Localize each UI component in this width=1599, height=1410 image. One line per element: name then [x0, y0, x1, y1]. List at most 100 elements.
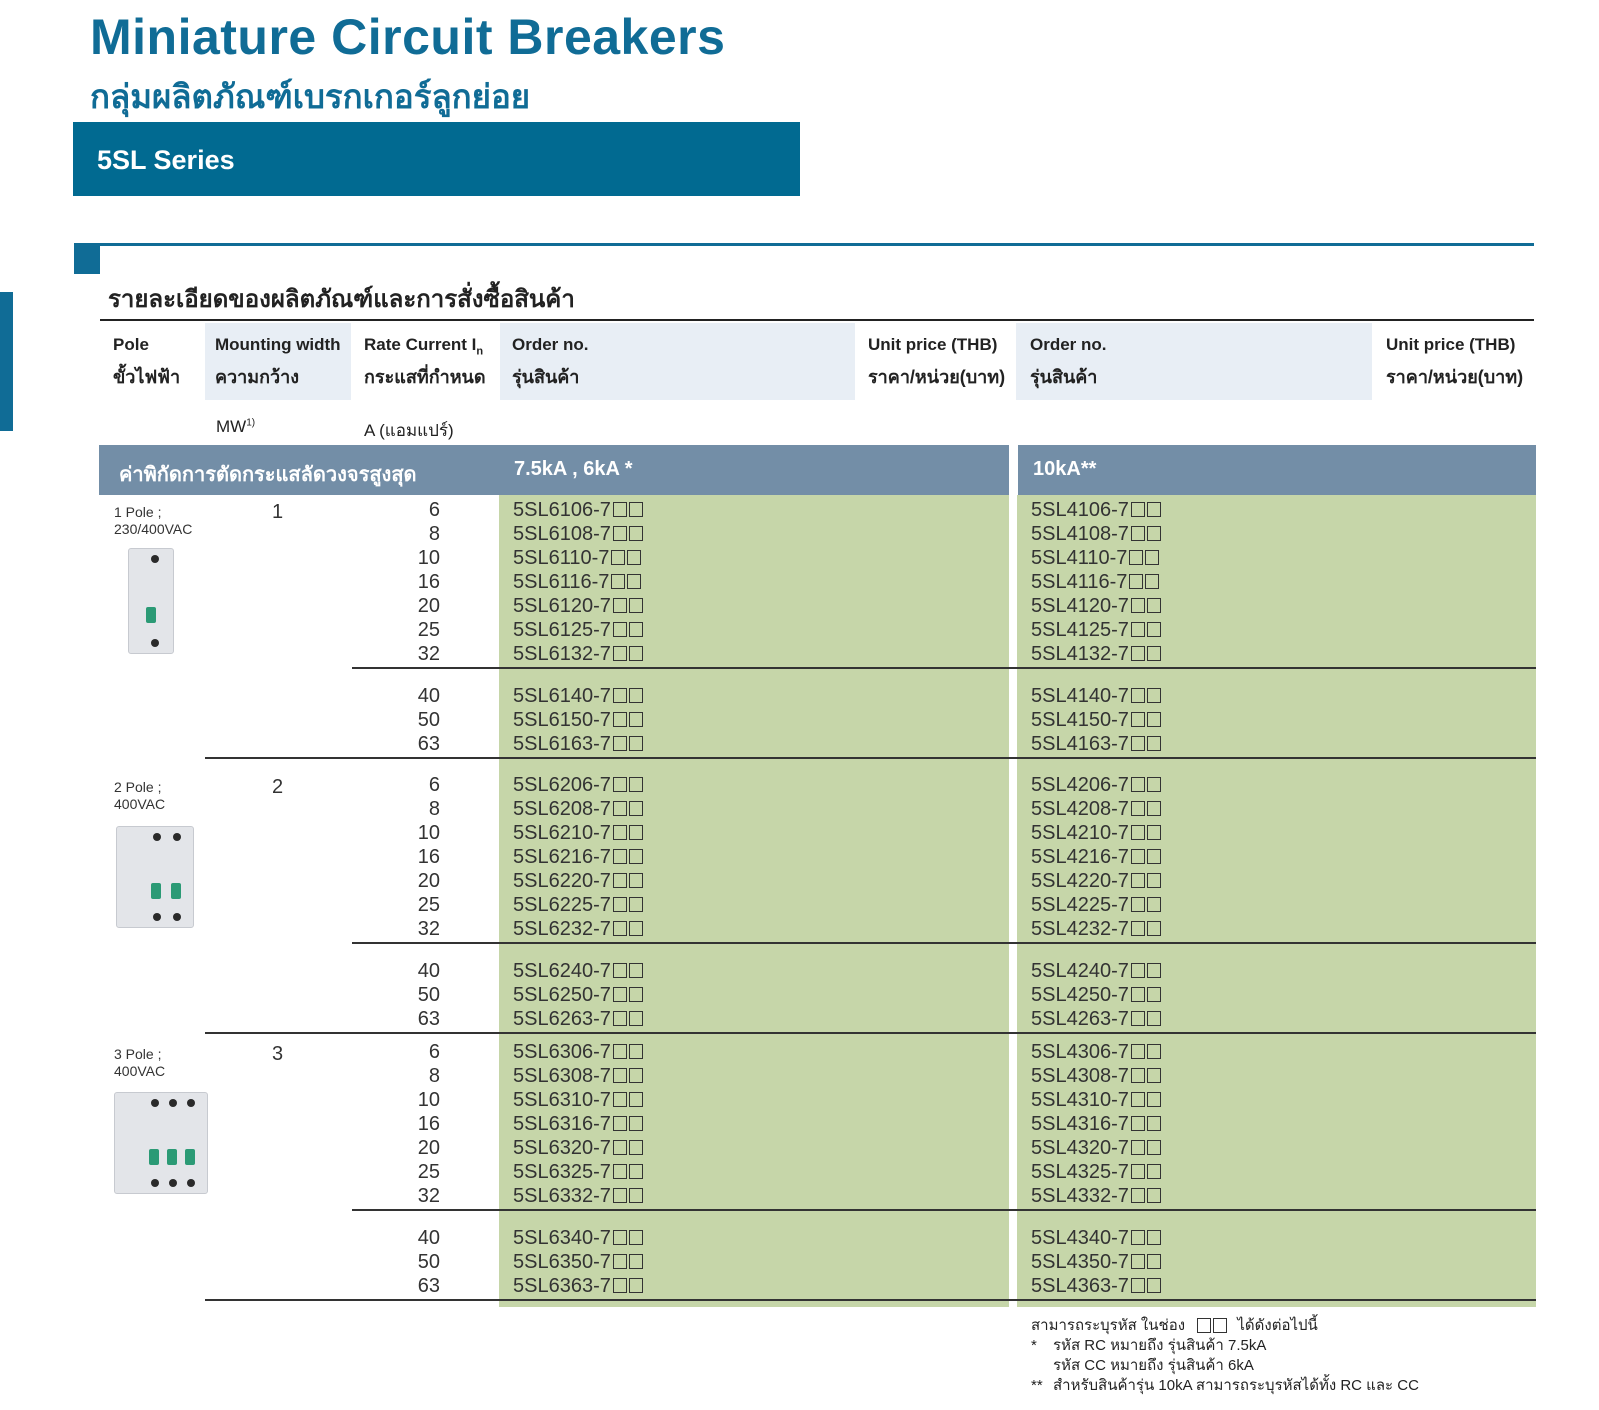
empty-code-box	[1146, 1254, 1161, 1270]
empty-code-box	[628, 1188, 643, 1204]
empty-code-box	[1145, 574, 1160, 590]
order-no-7-5ka: 5SL6363-7	[513, 1275, 643, 1298]
footnote-line-4: ** สำหรับสินค้ารุ่น 10kA สามารถระบุรหัสได…	[1031, 1377, 1419, 1394]
header-order-no-a-th: รุ่นสินค้า	[512, 367, 580, 387]
order-no-10ka: 5SL4108-7	[1031, 523, 1161, 546]
empty-code-box	[1146, 921, 1161, 937]
empty-code-box	[612, 1140, 627, 1156]
empty-code-box	[612, 987, 627, 1003]
order-no-7-5ka: 5SL6320-7	[513, 1137, 643, 1160]
empty-code-box	[1146, 598, 1161, 614]
empty-code-box	[612, 849, 627, 865]
empty-code-box	[628, 801, 643, 817]
order-no-10ka: 5SL4306-7	[1031, 1041, 1161, 1064]
empty-code-box	[612, 777, 627, 793]
row-separator	[352, 942, 1536, 944]
empty-code-box	[611, 550, 626, 566]
band-col-7-5ka: 7.5kA , 6kA *	[514, 458, 633, 480]
empty-code-box	[612, 1254, 627, 1270]
empty-code-box	[1146, 1068, 1161, 1084]
empty-code-box	[1130, 849, 1145, 865]
empty-code-box	[1213, 1317, 1228, 1333]
header-order-no-a: Order no.	[512, 335, 589, 354]
band-gap	[1009, 445, 1018, 495]
footnote-line-1: สามารถระบุรหัส ในช่อง ได้ดังต่อไปนี้	[1031, 1317, 1318, 1334]
empty-code-box	[628, 688, 643, 704]
order-no-10ka: 5SL4240-7	[1031, 960, 1161, 983]
row-separator	[205, 1299, 1536, 1301]
header-unit-price-a: Unit price (THB)	[868, 335, 998, 354]
empty-code-box	[1130, 1140, 1145, 1156]
mcb-3pole-image	[110, 1088, 210, 1198]
rated-current-value: 10	[417, 1089, 440, 1111]
rated-current-value: 10	[417, 547, 440, 569]
empty-code-box	[611, 574, 626, 590]
order-no-10ka: 5SL4308-7	[1031, 1065, 1161, 1088]
order-no-7-5ka: 5SL6340-7	[513, 1227, 643, 1250]
rated-current-value: 16	[417, 846, 440, 868]
order-no-10ka: 5SL4320-7	[1031, 1137, 1161, 1160]
order-no-7-5ka: 5SL6116-7	[513, 571, 642, 594]
order-no-10ka: 5SL4325-7	[1031, 1161, 1161, 1184]
order-no-7-5ka: 5SL6350-7	[513, 1251, 643, 1274]
rated-current-value: 20	[417, 1137, 440, 1159]
empty-code-box	[628, 1278, 643, 1294]
empty-code-box	[628, 502, 643, 518]
empty-code-box	[1130, 987, 1145, 1003]
empty-code-box	[628, 1254, 643, 1270]
empty-code-box	[612, 1011, 627, 1027]
empty-code-box	[1130, 736, 1145, 752]
empty-code-box	[612, 1278, 627, 1294]
order-no-10ka: 5SL4106-7	[1031, 499, 1161, 522]
empty-code-box	[612, 1044, 627, 1060]
empty-code-box	[612, 712, 627, 728]
rated-current-value: 25	[417, 894, 440, 916]
empty-code-box	[1145, 550, 1160, 566]
empty-code-box	[1130, 646, 1145, 662]
header-unit-price-b-th: ราคา/หน่วย(บาท)	[1386, 367, 1524, 387]
order-no-10ka: 5SL4250-7	[1031, 984, 1161, 1007]
order-no-7-5ka: 5SL6332-7	[513, 1185, 643, 1208]
empty-code-box	[628, 987, 643, 1003]
order-no-10ka: 5SL4120-7	[1031, 595, 1161, 618]
order-no-10ka: 5SL4263-7	[1031, 1008, 1161, 1031]
order-no-7-5ka: 5SL6110-7	[513, 547, 642, 570]
empty-code-box	[612, 1068, 627, 1084]
mounting-width-value: 1	[272, 501, 284, 523]
breaking-capacity-band: ค่าพิกัดการตัดกระแสลัดวงจรสูงสุด 7.5kA ,…	[99, 445, 1536, 495]
empty-code-box	[612, 526, 627, 542]
empty-code-box	[1146, 1278, 1161, 1294]
mounting-width-value: 2	[272, 776, 284, 798]
order-no-7-5ka: 5SL6106-7	[513, 499, 643, 522]
empty-code-box	[1146, 1164, 1161, 1180]
order-no-7-5ka: 5SL6163-7	[513, 733, 643, 756]
empty-code-box	[628, 1011, 643, 1027]
empty-code-box	[1146, 987, 1161, 1003]
empty-code-box	[1130, 1254, 1145, 1270]
order-no-10ka: 5SL4125-7	[1031, 619, 1161, 642]
green-column-10ka	[1017, 495, 1536, 1307]
empty-code-box	[1146, 849, 1161, 865]
empty-code-box	[628, 1140, 643, 1156]
empty-code-box	[1130, 963, 1145, 979]
rated-current-value: 6	[428, 774, 440, 796]
empty-code-box	[1146, 622, 1161, 638]
page-subtitle: กลุ่มผลิตภัณฑ์เบรกเกอร์ลูกย่อย	[90, 78, 531, 115]
empty-code-box	[627, 574, 642, 590]
empty-code-box	[612, 1116, 627, 1132]
order-no-10ka: 5SL4350-7	[1031, 1251, 1161, 1274]
header-unit-price-a-th: ราคา/หน่วย(บาท)	[868, 367, 1006, 387]
order-no-7-5ka: 5SL6206-7	[513, 774, 643, 797]
empty-code-box	[628, 622, 643, 638]
order-no-10ka: 5SL4132-7	[1031, 643, 1161, 666]
header-mounting-width-th: ความกว้าง	[215, 367, 300, 387]
empty-code-box	[1130, 1164, 1145, 1180]
empty-code-box	[628, 1164, 643, 1180]
empty-code-box	[628, 598, 643, 614]
order-no-10ka: 5SL4340-7	[1031, 1227, 1161, 1250]
order-no-7-5ka: 5SL6232-7	[513, 918, 643, 941]
pole-voltage: 400VAC	[114, 796, 166, 812]
rated-current-value: 63	[417, 733, 440, 755]
order-no-7-5ka: 5SL6220-7	[513, 870, 643, 893]
pole-voltage: 230/400VAC	[114, 521, 193, 537]
